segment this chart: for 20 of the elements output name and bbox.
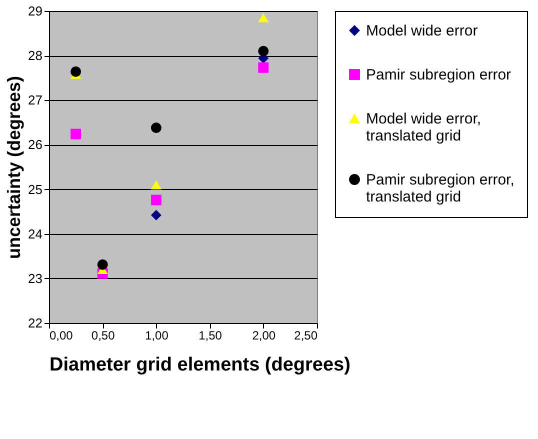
x-tick-label: 0,50 — [91, 328, 116, 342]
y-tick-label: 24 — [28, 226, 42, 242]
y-tick-label: 26 — [28, 137, 42, 152]
x-tick-label: 1,50 — [198, 328, 222, 342]
legend-label: Pamir subregion error — [366, 66, 512, 84]
x-tick-label: 0,00 — [50, 328, 74, 342]
y-tick-label: 25 — [28, 182, 42, 197]
y-tick-label: 23 — [28, 270, 42, 286]
legend-label: Pamir subregion error, translated grid — [366, 172, 514, 206]
y-axis-title: uncertainty (degrees) — [4, 76, 24, 260]
legend-label: Model wide error — [366, 22, 478, 40]
y-tick-label: 22 — [28, 316, 42, 330]
x-tick-label: 2,00 — [252, 328, 276, 342]
x-tick-label: 1,00 — [145, 328, 169, 342]
legend-label: Model wide error, translated grid — [366, 110, 482, 144]
y-tick-label: 29 — [28, 4, 42, 18]
x-axis-title: Diameter grid elements (degrees) — [50, 354, 350, 376]
y-tick-label: 28 — [28, 48, 42, 64]
x-tick-label: 2,50 — [294, 328, 318, 342]
y-tick-label: 27 — [28, 92, 42, 108]
